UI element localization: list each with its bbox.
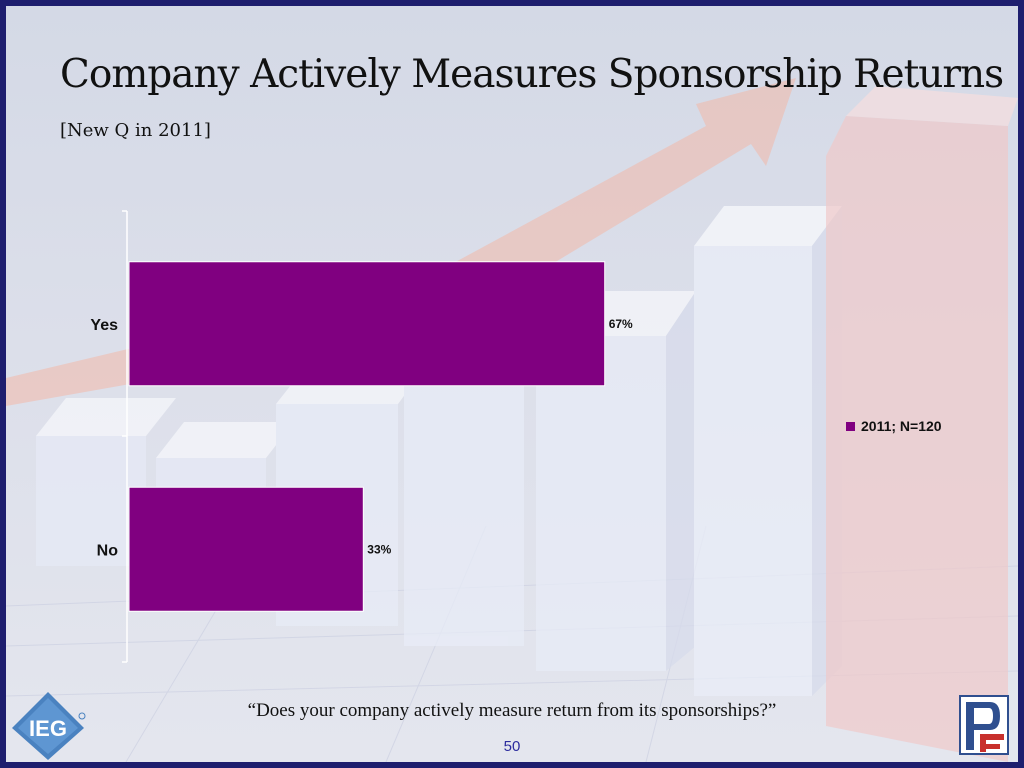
category-label-yes: Yes	[90, 317, 118, 334]
page-subtitle: [New Q in 2011]	[60, 120, 211, 141]
category-label-no: No	[97, 542, 119, 559]
svg-text:IEG: IEG	[29, 716, 67, 741]
page-number: 50	[503, 738, 521, 755]
slide: Company Actively Measures Sponsorship Re…	[6, 6, 1018, 762]
data-label-yes: 67%	[609, 317, 633, 331]
legend-label: 2011; N=120	[861, 418, 942, 434]
pf-logo	[959, 695, 1009, 755]
chart-legend: 2011; N=120	[846, 418, 942, 434]
page-title: Company Actively Measures Sponsorship Re…	[60, 52, 1004, 97]
data-label-no: 33%	[367, 542, 391, 556]
bar-chart: Yes 67% No 33%	[90, 210, 633, 663]
legend-swatch	[846, 421, 855, 431]
bar-yes	[128, 261, 606, 387]
bar-no	[128, 486, 364, 612]
ieg-logo: IEG	[12, 692, 86, 760]
survey-question: “Does your company actively measure retu…	[247, 700, 777, 721]
